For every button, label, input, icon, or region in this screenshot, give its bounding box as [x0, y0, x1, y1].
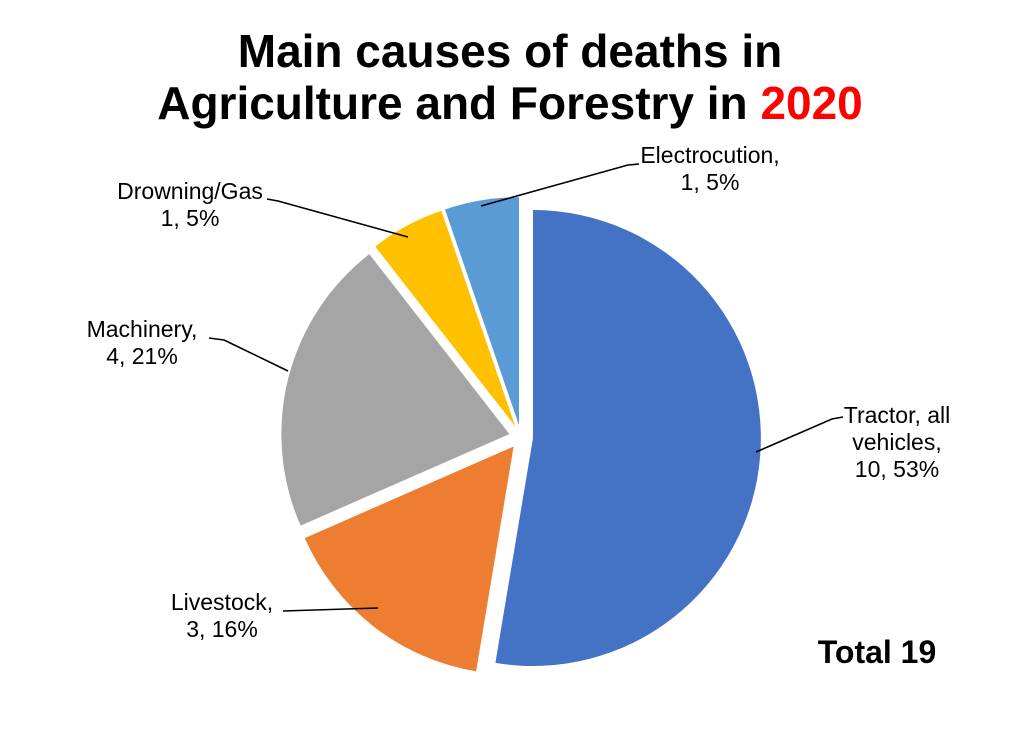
chart-title-line2: Agriculture and Forestry in 2020: [0, 77, 1020, 129]
total-label: Total 19: [817, 634, 937, 670]
pie-slices: [281, 197, 761, 672]
leader-line-livestock: [282, 607, 379, 612]
pie-slice-tractor-all-vehicles: [495, 210, 761, 666]
chart-title: Main causes of deaths in Agriculture and…: [0, 25, 1020, 129]
label-drowning-gas: Drowning/Gas 1, 5%: [117, 178, 263, 232]
leader-line-machinery: [208, 337, 289, 372]
label-machinery: Machinery, 4, 21%: [87, 316, 198, 370]
label-drowning-gas-line1: Drowning/Gas: [117, 178, 263, 204]
label-livestock-line2: 3, 16%: [186, 616, 258, 642]
label-electrocution-line2: 1, 5%: [680, 169, 740, 195]
leader-line-tractor: [755, 416, 844, 453]
leader-line-electrocution: [480, 163, 640, 207]
label-electrocution-line1: Electrocution,: [640, 142, 780, 168]
pie-slice-electrocution: [445, 197, 519, 426]
label-tractor-line2: vehicles,: [852, 429, 942, 455]
pie-slice-drowning-gas: [375, 210, 516, 427]
chart-title-year: 2020: [760, 77, 863, 129]
label-tractor-line1: Tractor, all: [843, 402, 951, 428]
leader-line-drowning-gas: [266, 198, 409, 238]
label-machinery-line1: Machinery,: [86, 316, 198, 342]
label-livestock-line1: Livestock,: [170, 589, 274, 615]
pie-slice-livestock: [304, 446, 514, 672]
label-drowning-gas-line2: 1, 5%: [160, 205, 220, 231]
label-tractor-line3: 10, 53%: [854, 456, 940, 482]
leader-lines: [208, 163, 844, 612]
label-machinery-line2: 4, 21%: [106, 343, 178, 369]
label-electrocution: Electrocution, 1, 5%: [640, 142, 779, 196]
chart-title-line1: Main causes of deaths in: [237, 25, 783, 77]
label-livestock: Livestock, 3, 16%: [171, 589, 273, 643]
pie-slice-machinery: [281, 254, 510, 526]
chart-title-line2-text: Agriculture and Forestry in: [157, 77, 761, 129]
label-tractor: Tractor, all vehicles, 10, 53%: [844, 402, 951, 483]
